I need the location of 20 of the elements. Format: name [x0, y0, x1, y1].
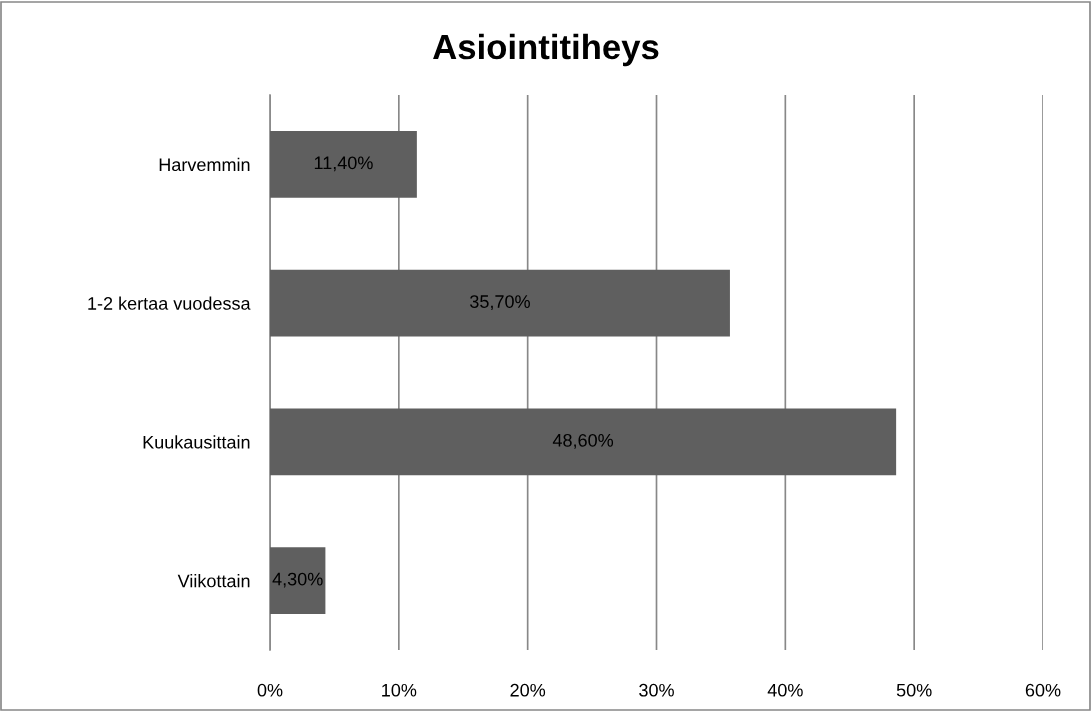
bar [270, 547, 326, 614]
chart-title: Asiointitiheys [433, 33, 659, 67]
x-tick-label: 0% [257, 683, 283, 697]
y-tick-label: 1-2 kertaa vuodessa [88, 296, 251, 310]
y-tick-label: Viikottain [177, 574, 250, 588]
y-tick-label: Harvemmin [159, 157, 250, 172]
bar [270, 131, 417, 198]
data-label: 48,60% [552, 433, 614, 449]
x-tick-label: 40% [767, 683, 803, 697]
x-tick-label: 10% [382, 683, 417, 697]
bar [270, 408, 897, 476]
data-label: 4,30% [272, 572, 323, 588]
bar [270, 269, 730, 337]
data-label: 11,40% [314, 156, 373, 172]
x-tick-label: 20% [510, 683, 546, 697]
x-tick-label: 50% [896, 683, 932, 697]
data-label: 35,70% [470, 295, 530, 311]
x-tick-label: 30% [639, 683, 674, 697]
x-tick-label: 60% [1025, 683, 1061, 697]
y-tick-label: Kuukausittain [143, 435, 250, 449]
